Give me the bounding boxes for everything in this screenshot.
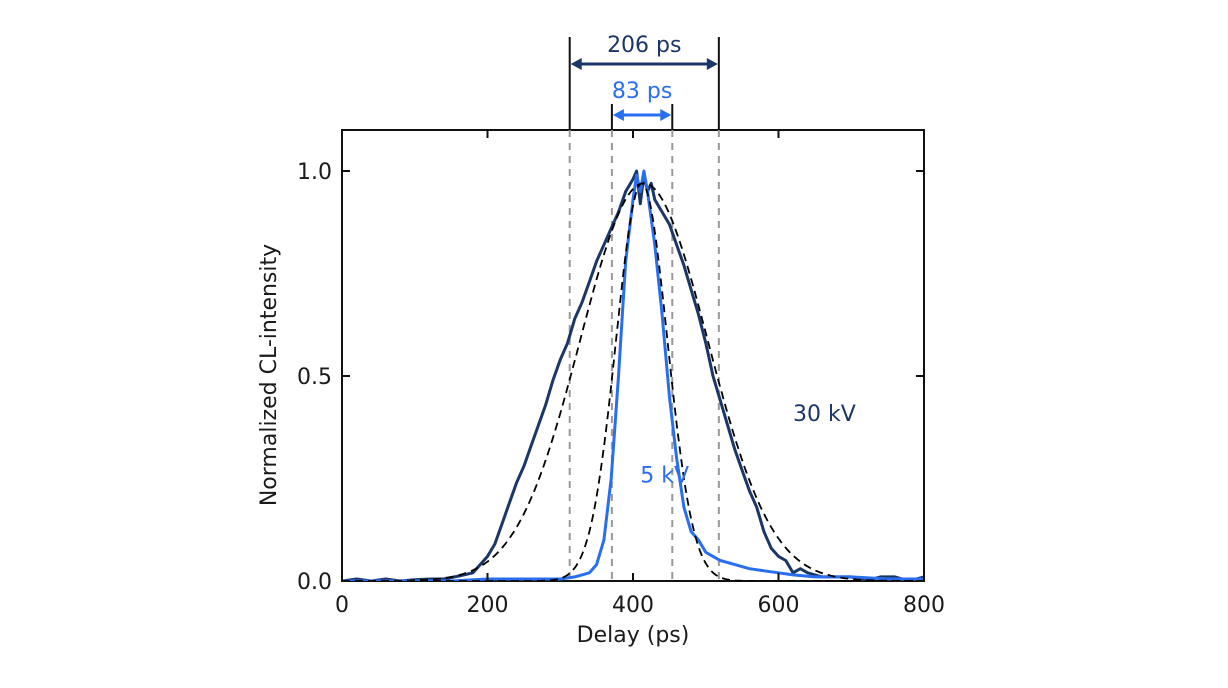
x-tick-label: 0 [335, 593, 349, 618]
x-tick-label: 800 [903, 593, 945, 618]
x-tick-label: 400 [612, 593, 654, 618]
series-label: 5 kV [640, 464, 689, 489]
series-labels: 30 kV 5 kV [640, 402, 856, 489]
gaussian-fit-line [342, 182, 924, 581]
x-axis-title: Delay (ps) [577, 623, 690, 648]
series-layer [342, 169, 924, 581]
gaussian-fit-line [342, 182, 924, 581]
axis-ticks: 0 200 400 600 800 0.0 0.5 1.0 [297, 130, 945, 618]
series-line [342, 169, 924, 581]
arrowhead-right-icon [706, 58, 718, 70]
x-tick-label: 600 [758, 593, 800, 618]
series-line [342, 169, 924, 581]
arrowhead-left-icon [570, 58, 582, 70]
fwhm-label: 206 ps [607, 33, 681, 58]
y-axis-title: Normalized CL-intensity [257, 244, 282, 506]
y-tick-label: 0.5 [297, 365, 332, 390]
arrowhead-left-icon [612, 109, 624, 121]
fwhm-label: 83 ps [612, 79, 672, 104]
arrowhead-right-icon [660, 109, 672, 121]
fwhm-guide-lines [568, 130, 720, 581]
series-label: 30 kV [793, 402, 856, 427]
fwhm-markers: 206 ps 83 ps [568, 33, 720, 130]
y-tick-label: 1.0 [297, 160, 332, 185]
x-tick-label: 200 [467, 593, 509, 618]
y-tick-label: 0.0 [297, 570, 332, 595]
